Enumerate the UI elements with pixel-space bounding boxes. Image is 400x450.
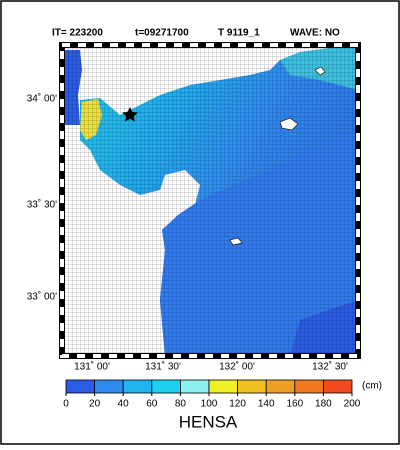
colorbar-tick-label: 160 (286, 399, 303, 410)
colorbar-bin (237, 379, 267, 394)
colorbar-tick-label: 80 (175, 399, 187, 410)
colorbar-bin (294, 379, 324, 394)
colorbar-bin (179, 379, 210, 394)
map (62, 45, 358, 356)
colorbar-tick-label: 120 (229, 399, 246, 410)
colorbar-tick-label: 40 (118, 399, 130, 410)
colorbar-bin (208, 379, 239, 394)
lon-label: 131˚ 30' (145, 361, 181, 373)
map-frame-ticks (60, 43, 360, 358)
island (229, 66, 326, 246)
colorbar-bin (265, 379, 296, 394)
colorbar-tick-label: 60 (146, 399, 158, 410)
colorbar: 0 20 40 60 80 100 120 140 160 180 200 (63, 379, 361, 410)
lon-label: 131˚ 00' (74, 361, 110, 373)
time: t=09271700 (135, 28, 189, 39)
colorbar-unit: (cm) (362, 381, 382, 392)
colorbar-bin (122, 379, 153, 394)
colorbar-bin (151, 379, 181, 394)
lat-label: 34˚ 00' (27, 93, 57, 105)
star-marker (122, 107, 138, 122)
lon-label: 132˚ 30' (312, 361, 348, 373)
colorbar-bin (322, 379, 353, 394)
iteration: IT= 223200 (52, 28, 103, 39)
grid-cells (62, 45, 358, 356)
colorbar-title: HENSA (179, 412, 238, 431)
colorbar-bin (65, 379, 96, 394)
colorbar-tick-label: 20 (89, 399, 101, 410)
lat-label: 33˚ 00' (27, 291, 57, 303)
wave: WAVE: NO (290, 28, 340, 39)
colorbar-tick-label: 180 (315, 399, 332, 410)
typhoon: T 9119_1 (218, 28, 260, 39)
lon-label: 132˚ 00' (219, 361, 255, 373)
colorbar-tick-label: 0 (63, 399, 69, 410)
colorbar-tick-label: 200 (344, 399, 361, 410)
lat-label: 33˚ 30' (27, 199, 57, 211)
colorbar-bin (94, 379, 124, 394)
colorbar-tick-label: 100 (201, 399, 218, 410)
colorbar-tick-label: 140 (258, 399, 275, 410)
